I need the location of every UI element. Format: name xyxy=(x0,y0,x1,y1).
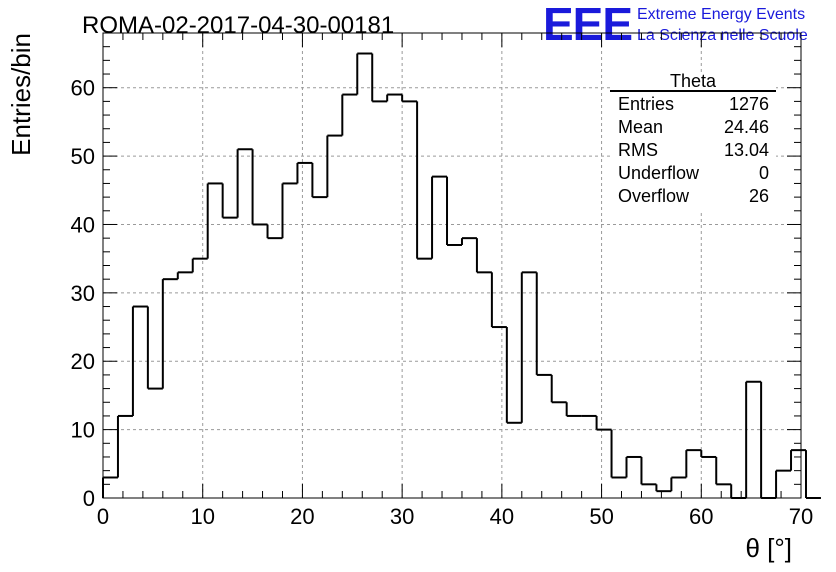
histogram-bin xyxy=(535,272,552,376)
x-axis-title: θ [°] xyxy=(745,533,792,563)
stats-row-label: RMS xyxy=(618,140,658,160)
histogram-bin xyxy=(281,182,298,239)
y-tick-label: 40 xyxy=(71,212,95,237)
histogram-bin xyxy=(655,484,672,493)
histogram-bin xyxy=(625,455,642,478)
axis-ticks xyxy=(102,32,802,499)
stats-box-background xyxy=(610,73,776,211)
stats-row-value: 0 xyxy=(759,163,769,183)
y-tick-label: 0 xyxy=(83,486,95,511)
histogram-bin xyxy=(146,306,163,390)
chart-title: ROMA-02-2017-04-30-00181 xyxy=(82,12,394,39)
histogram-bin xyxy=(715,456,732,486)
histogram-bin xyxy=(341,93,358,136)
histogram-bin xyxy=(700,450,717,458)
stats-row: Underflow 0 xyxy=(618,163,769,183)
x-tick-label: 60 xyxy=(689,504,713,529)
y-tick-label: 30 xyxy=(71,281,95,306)
histogram-bin xyxy=(760,381,777,499)
stats-row: RMS 13.04 xyxy=(618,140,769,160)
histogram-bin xyxy=(296,161,313,184)
histogram-bin xyxy=(102,476,118,498)
histogram-bin xyxy=(775,469,792,498)
histogram-bin xyxy=(311,162,328,199)
histogram-bin xyxy=(446,176,462,246)
histogram-bin xyxy=(790,449,806,471)
histogram-bin xyxy=(206,182,223,259)
histogram-bin xyxy=(386,93,403,102)
histogram-bin xyxy=(490,272,507,329)
histogram-bin xyxy=(191,257,208,273)
histogram-bin xyxy=(326,134,343,198)
x-tick-label: 40 xyxy=(490,504,514,529)
logo-line-1: Extreme Energy Events xyxy=(637,6,805,23)
stats-row-label: Overflow xyxy=(618,186,690,206)
stats-row-value: 26 xyxy=(749,186,769,206)
histogram-bin xyxy=(804,450,821,499)
histogram-bin xyxy=(131,305,148,416)
histogram-bin xyxy=(251,149,268,226)
stats-row-label: Underflow xyxy=(618,163,700,183)
histogram-bin xyxy=(685,449,702,478)
stats-box: Theta Entries 1276 Mean 24.46 RMS 13.04 Underf… xyxy=(610,71,776,211)
histogram-bin xyxy=(640,456,657,486)
logo-line-2: La Scienza nelle Scuole xyxy=(637,27,808,44)
grid-lines xyxy=(103,33,801,498)
histogram-bin xyxy=(595,415,612,431)
histogram-bin xyxy=(236,148,253,218)
histogram-bin xyxy=(401,94,418,103)
histogram-bin xyxy=(565,402,582,417)
stats-row: Overflow 26 xyxy=(618,186,769,206)
histogram-bin xyxy=(221,183,238,219)
x-tick-label: 20 xyxy=(290,504,314,529)
stats-row: Entries 1276 xyxy=(618,94,769,114)
stats-box-title: Theta xyxy=(670,71,717,91)
histogram-bin xyxy=(176,271,193,280)
x-tick-labels: 0 10 20 30 40 50 60 70 xyxy=(97,504,813,529)
stats-row: Mean 24.46 xyxy=(618,117,769,137)
histogram-bin xyxy=(161,278,178,389)
stats-row-value: 24.46 xyxy=(724,117,769,137)
y-tick-label: 20 xyxy=(71,349,95,374)
stats-row-value: 13.04 xyxy=(724,140,769,160)
histogram-bin xyxy=(610,429,627,479)
histogram-bin xyxy=(266,224,283,240)
y-tick-label: 50 xyxy=(71,144,95,169)
x-tick-label: 30 xyxy=(390,504,414,529)
eee-logo: EEE Extreme Energy Events La Scienza nel… xyxy=(543,0,808,50)
histogram-bin xyxy=(475,238,492,274)
histogram-bin xyxy=(431,175,448,259)
y-axis-title: Entries/bin xyxy=(6,33,36,156)
histogram-bin xyxy=(371,53,388,103)
histogram-bin xyxy=(505,327,522,424)
stats-row-label: Entries xyxy=(618,94,674,114)
y-tick-labels: 0 10 20 30 40 50 60 xyxy=(71,76,95,511)
histogram-bin xyxy=(745,380,762,498)
y-tick-label: 60 xyxy=(71,76,95,101)
histogram-bins xyxy=(102,52,821,499)
x-tick-label: 10 xyxy=(190,504,214,529)
histogram-bin xyxy=(520,271,537,423)
histogram-bin xyxy=(670,476,687,492)
histogram-bin xyxy=(356,52,373,95)
histogram-bin xyxy=(460,237,477,245)
stats-row-value: 1276 xyxy=(729,94,769,114)
histogram-bin xyxy=(116,414,133,478)
x-tick-label: 70 xyxy=(789,504,813,529)
x-tick-label: 50 xyxy=(589,504,613,529)
histogram-bin xyxy=(730,484,747,499)
stats-row-label: Mean xyxy=(618,117,663,137)
stats-rows: Entries 1276 Mean 24.46 RMS 13.04 Underflow 0 Ov… xyxy=(618,94,769,206)
x-tick-label: 0 xyxy=(97,504,109,529)
y-tick-label: 10 xyxy=(71,418,95,443)
logo-mark: EEE xyxy=(543,0,632,50)
histogram-bin xyxy=(550,374,567,404)
histogram-bin xyxy=(416,101,433,260)
